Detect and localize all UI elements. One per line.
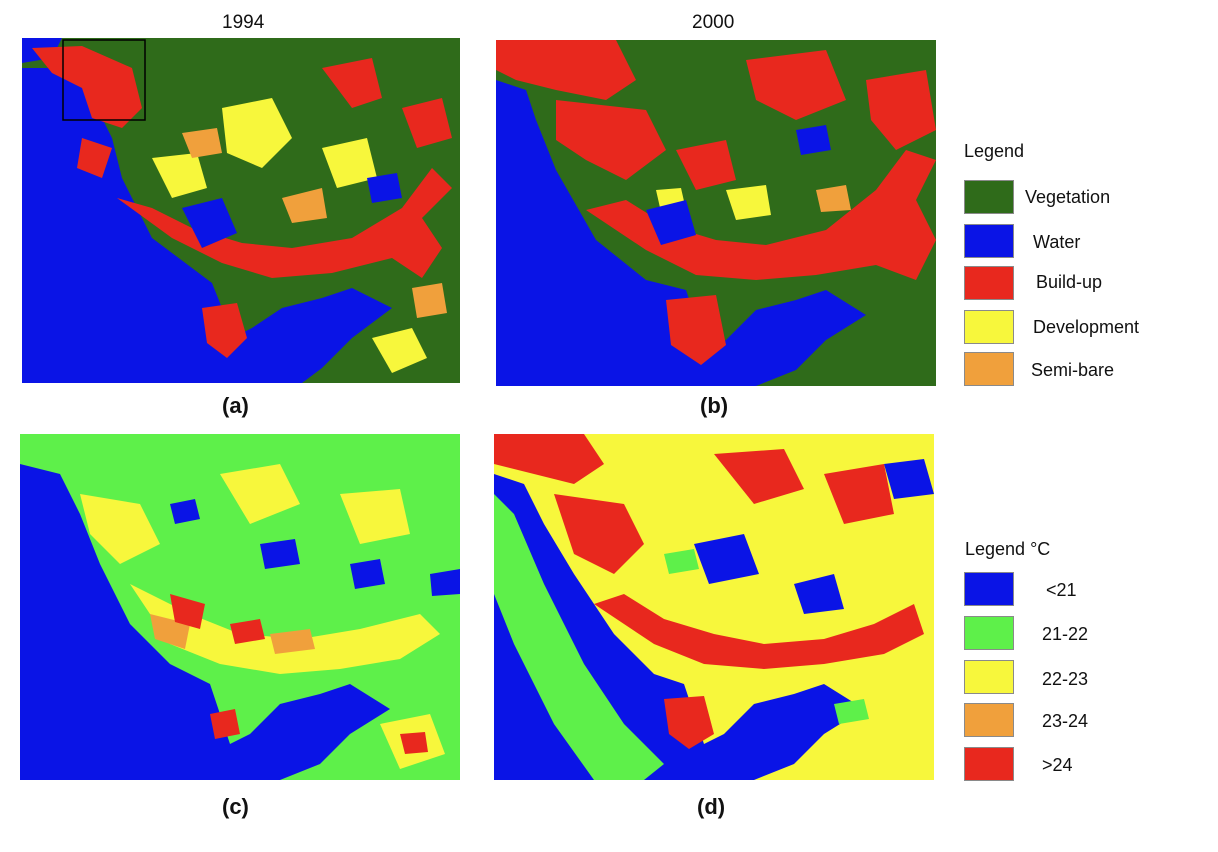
legend-label-gt24: >24 [1042,755,1073,775]
legend-swatch-water [964,224,1014,258]
legend-label-semi-bare: Semi-bare [1031,360,1115,380]
legend-swatch-development [964,310,1014,344]
year-label-1994: 1994 [222,12,265,33]
land-use-map-1994 [22,38,460,383]
temperature-legend-title: Legend °C [965,539,1051,559]
panel-label-b: (b) [700,393,729,418]
legend-swatch-21-22 [964,616,1014,650]
land-use-legend-title: Legend [964,141,1025,161]
legend-label-build-up: Build-up [1036,272,1103,292]
legend-label-lt21: <21 [1046,580,1077,600]
legend-swatch-23-24 [964,703,1014,737]
legend-swatch-semi-bare [964,352,1014,386]
legend-label-development: Development [1033,317,1140,337]
legend-swatch-build-up [964,266,1014,300]
legend-swatch-lt21 [964,572,1014,606]
temperature-map-c [20,434,460,780]
legend-label-23-24: 23-24 [1042,711,1089,731]
panel-label-a: (a) [222,393,249,418]
legend-label-vegetation: Vegetation [1025,187,1111,207]
panel-label-d: (d) [697,794,726,819]
temperature-map-d [494,434,934,780]
legend-label-21-22: 21-22 [1042,624,1089,644]
legend-swatch-gt24 [964,747,1014,781]
legend-label-22-23: 22-23 [1042,669,1089,689]
panel-label-c: (c) [222,794,249,819]
legend-swatch-vegetation [964,180,1014,214]
land-use-map-2000 [496,40,936,386]
year-label-2000: 2000 [692,12,735,33]
legend-label-water: Water [1033,232,1081,252]
legend-swatch-22-23 [964,660,1014,694]
